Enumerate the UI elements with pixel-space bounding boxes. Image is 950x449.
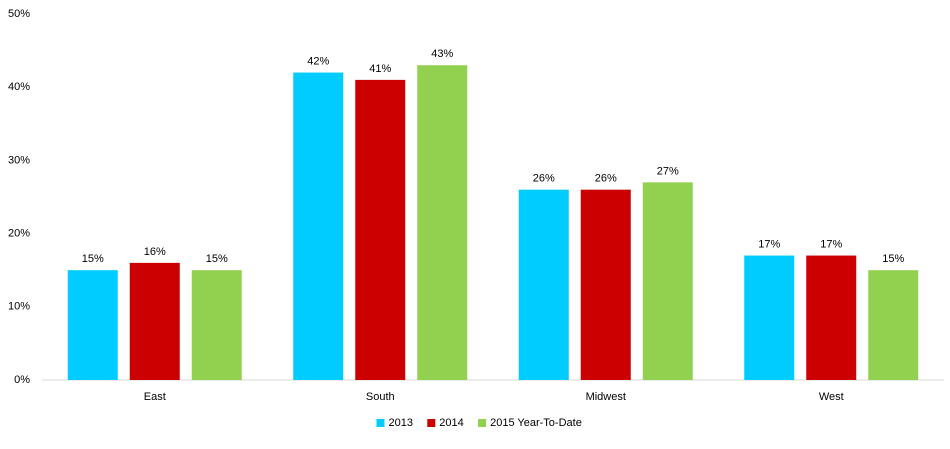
bar (293, 72, 344, 380)
value-label: 26% (533, 173, 555, 185)
y-tick-label: 0% (14, 374, 30, 386)
legend-swatch (478, 419, 487, 427)
legend-label: 2014 (439, 417, 463, 429)
bar (642, 182, 693, 380)
x-tick-label: West (819, 391, 844, 403)
y-tick-label: 10% (8, 301, 30, 313)
value-label: 26% (595, 173, 617, 185)
value-label: 41% (369, 63, 391, 75)
y-tick-label: 50% (8, 8, 30, 20)
bar (806, 255, 857, 380)
x-tick-label: South (366, 391, 395, 403)
value-label: 43% (431, 48, 453, 60)
value-label: 17% (758, 238, 780, 250)
y-tick-label: 20% (8, 228, 30, 240)
value-label: 27% (657, 165, 679, 177)
legend-swatch (376, 419, 385, 427)
legend-swatch (427, 419, 436, 427)
bar (355, 79, 406, 380)
value-label: 16% (144, 246, 166, 258)
x-tick-label: Midwest (586, 391, 626, 403)
value-label: 15% (206, 253, 228, 265)
legend-label: 2015 Year-To-Date (490, 417, 582, 429)
bar (417, 65, 468, 381)
bar (744, 255, 795, 380)
bar (580, 189, 631, 380)
y-tick-label: 30% (8, 154, 30, 166)
bar (129, 262, 180, 380)
value-label: 42% (307, 55, 329, 67)
bar (868, 270, 919, 380)
x-tick-label: East (144, 391, 166, 403)
legend-label: 2013 (389, 417, 413, 429)
bar (67, 270, 118, 380)
value-label: 15% (882, 253, 904, 265)
y-tick-label: 40% (8, 81, 30, 93)
bar (191, 270, 242, 380)
bar (518, 189, 569, 380)
value-label: 17% (820, 238, 842, 250)
value-label: 15% (82, 253, 104, 265)
